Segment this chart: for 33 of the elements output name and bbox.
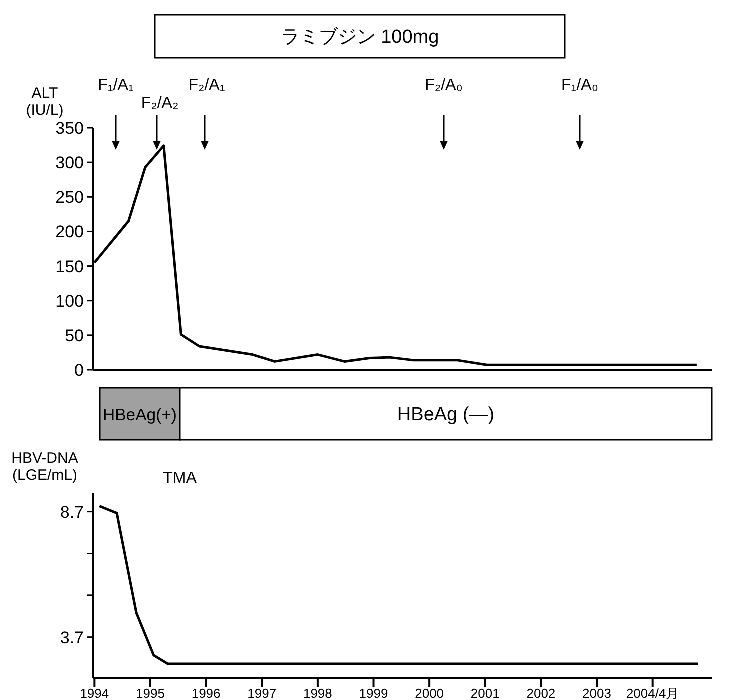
text: F₂/A₁ [188,77,226,94]
x-tick-label: 1997 [248,686,277,700]
x-tick-label: 2001 [470,686,500,700]
x-tick-label: 2002 [526,686,556,700]
line-series [98,505,700,666]
x-tick-label: 2003 [582,686,612,700]
text: ラミブジン 100mg [280,27,440,48]
text: HBeAg (—) [397,404,495,426]
y-tick-label: 300 [56,154,84,173]
y-tick-label: 150 [56,257,84,276]
text: F₁/A₁ [98,77,134,94]
text: F₂/A₂ [141,95,179,112]
text: F₂/A₀ [425,77,463,94]
text: F₁/A₀ [562,77,598,94]
x-tick-label: 1994 [80,686,110,700]
y-tick-label: 350 [56,119,84,138]
y-tick-label: 0 [74,361,84,380]
y-tick-label: 50 [65,326,84,346]
y-axis-title: HBV-DNA (LGE/mL) [12,450,78,484]
y-tick-label: 3.7 [60,628,84,648]
y-tick-label: 250 [56,188,84,208]
x-tick-label: 2004/4月 [626,686,680,700]
x-tick-label: 1996 [192,686,221,700]
x-tick-label: 1999 [359,686,388,700]
y-tick-label: 200 [56,222,84,242]
x-tick-label: 1995 [136,686,165,700]
y-axis-title: ALT (IU/L) [26,85,64,119]
x-tick-label: 1998 [303,686,332,700]
y-tick-label: 8.7 [60,502,84,522]
text: HBeAg(+) [103,406,177,425]
y-tick-label: 100 [56,292,84,311]
text: TMA [163,470,198,487]
x-tick-label: 2000 [415,686,444,700]
